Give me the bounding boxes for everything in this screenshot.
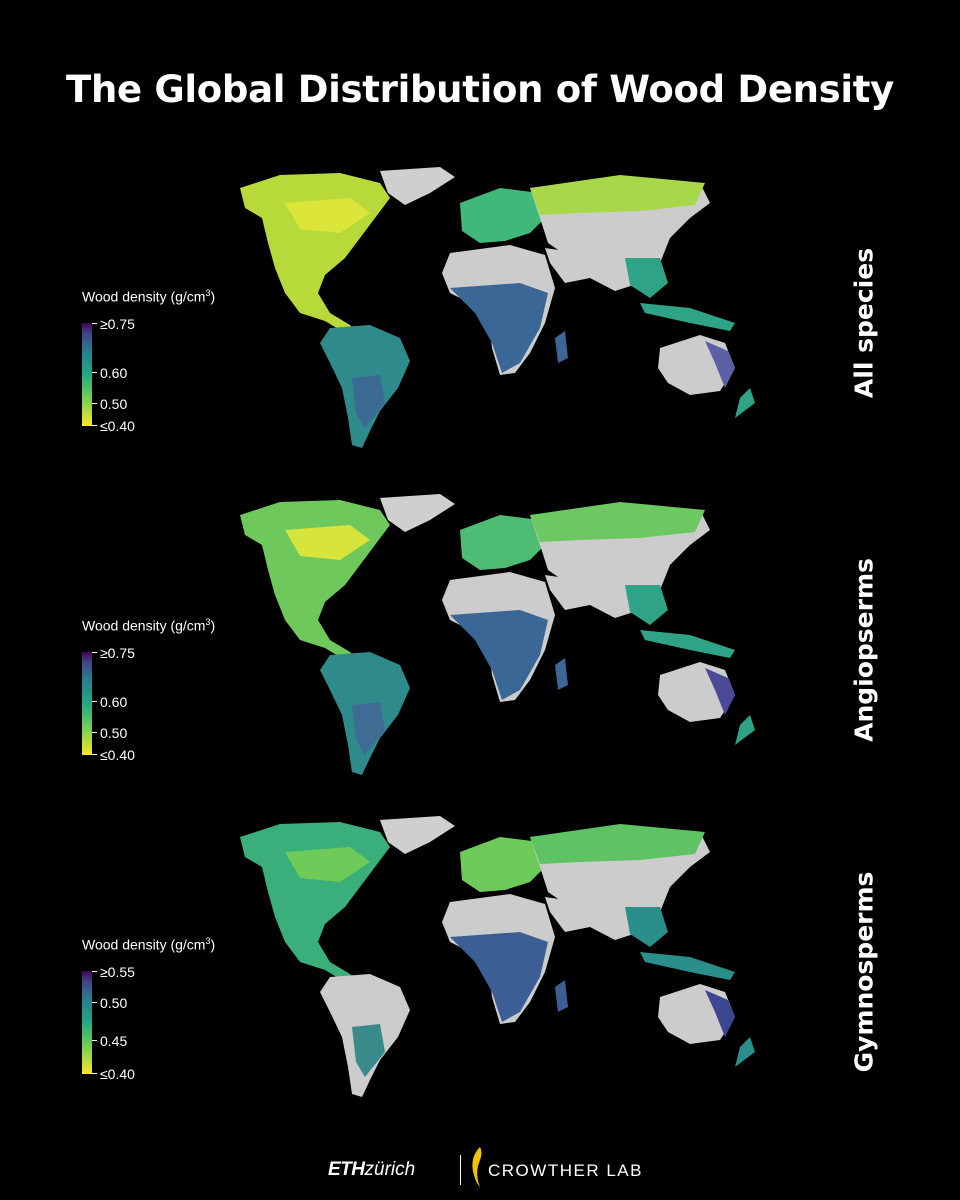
tick-label: ≤0.40 xyxy=(100,418,135,434)
tick-mark xyxy=(92,323,97,324)
eth-zurich-logo: ETHzürich xyxy=(328,1159,416,1180)
tick-mark xyxy=(92,372,97,373)
legend-title: Wood density (g/cm3) xyxy=(82,288,216,305)
panel-label: All species xyxy=(849,247,879,399)
tick-mark xyxy=(92,1040,97,1041)
tick-label: ≤0.40 xyxy=(100,1066,135,1082)
tick-label: ≥0.75 xyxy=(100,316,135,332)
tick-label: 0.60 xyxy=(100,694,128,710)
tick-label: 0.50 xyxy=(100,396,128,412)
colorbar xyxy=(82,971,92,1074)
colorbar xyxy=(82,323,92,426)
tick-label: 0.45 xyxy=(100,1033,128,1049)
tick-label: ≥0.55 xyxy=(100,964,135,980)
tick-mark xyxy=(92,971,97,972)
tick-label: 0.50 xyxy=(100,725,128,741)
tick-label: 0.60 xyxy=(100,365,128,381)
panel-label: Gymnosperms xyxy=(849,871,879,1073)
crowther-lab-logo: CROWTHER LAB xyxy=(488,1161,643,1180)
tick-mark xyxy=(92,701,97,702)
legend: Wood density (g/cm3) ≥0.75 0.60 0.50 ≤0.… xyxy=(82,617,282,777)
legend: Wood density (g/cm3) ≥0.55 0.50 0.45 ≤0.… xyxy=(82,936,282,1096)
tick-label: ≥0.75 xyxy=(100,645,135,661)
tick-mark xyxy=(92,1073,97,1074)
tick-mark xyxy=(92,732,97,733)
tick-mark xyxy=(92,403,97,404)
map-panel-angiosperms: Angiopserms Wood density (g/cm3) ≥0.75 0… xyxy=(0,490,960,810)
tick-label: 0.50 xyxy=(100,995,128,1011)
tick-mark xyxy=(92,1002,97,1003)
tick-mark xyxy=(92,652,97,653)
legend-title: Wood density (g/cm3) xyxy=(82,936,216,953)
tick-label: ≤0.40 xyxy=(100,747,135,763)
panel-label: Angiopserms xyxy=(849,558,879,742)
colorbar xyxy=(82,652,92,755)
map-panel-all-species: All species Wood density (g/cm3) ≥0.75 0… xyxy=(0,163,960,483)
tick-mark xyxy=(92,754,97,755)
legend: Wood density (g/cm3) ≥0.75 0.60 0.50 ≤0.… xyxy=(82,288,282,448)
map-panel-gymnosperms: Gymnosperms Wood density (g/cm3) ≥0.55 0… xyxy=(0,812,960,1132)
tick-mark xyxy=(92,425,97,426)
logo-divider xyxy=(460,1155,461,1185)
legend-title: Wood density (g/cm3) xyxy=(82,617,216,634)
footer-logos: ETHzürich CROWTHER LAB xyxy=(0,1145,960,1193)
page-title: The Global Distribution of Wood Density xyxy=(66,68,894,111)
flame-icon xyxy=(472,1147,482,1187)
